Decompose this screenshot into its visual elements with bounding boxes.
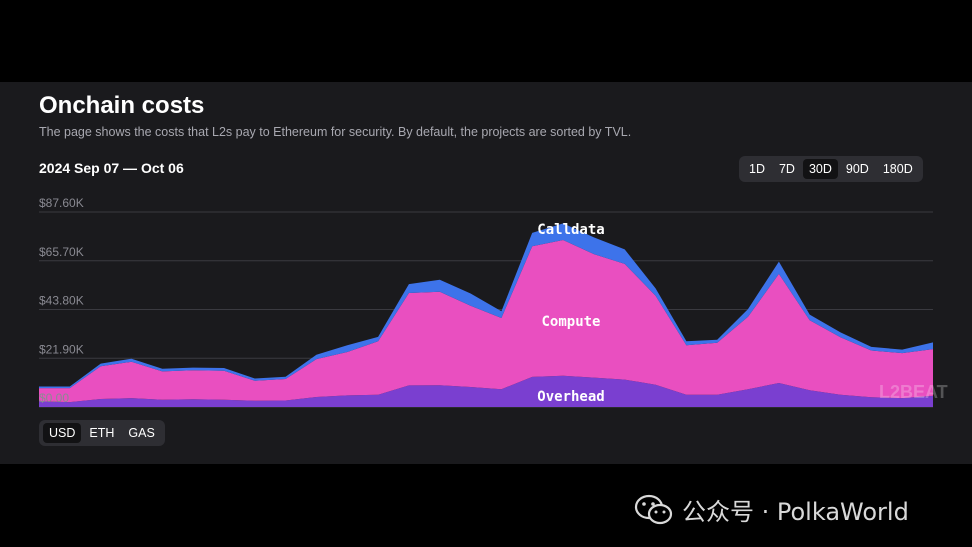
range-button-90d[interactable]: 90D bbox=[845, 162, 869, 176]
date-range-label: 2024 Sep 07 — Oct 06 bbox=[39, 160, 184, 176]
y-tick-label: $0.00 bbox=[39, 391, 69, 405]
y-tick-label: $65.70K bbox=[39, 245, 84, 259]
footer-brand: 公众号 · PolkaWorld bbox=[634, 492, 909, 527]
page-title: Onchain costs bbox=[39, 92, 205, 119]
chart-area-labels: Calldata Compute Overhead bbox=[537, 222, 604, 405]
y-tick-label: $43.80K bbox=[39, 294, 84, 308]
range-button-7d[interactable]: 7D bbox=[778, 162, 795, 176]
unit-button-usd[interactable]: USD bbox=[43, 423, 82, 443]
area-series-overhead bbox=[39, 375, 933, 407]
chart-areas bbox=[39, 223, 933, 407]
page-subtitle: The page shows the costs that L2s pay to… bbox=[39, 125, 632, 139]
range-button-1d[interactable]: 1D bbox=[749, 162, 765, 176]
footer-brand-text: 公众号 · PolkaWorld bbox=[682, 498, 909, 526]
y-tick-label: $87.60K bbox=[39, 196, 84, 210]
chart-y-ticks: $87.60K $65.70K $43.80K $21.90K $0.00 bbox=[39, 196, 84, 405]
onchain-costs-chart: $87.60K $65.70K $43.80K $21.90K $0.00 Callda… bbox=[39, 196, 948, 408]
l2beat-watermark: L2BEAT bbox=[879, 382, 948, 402]
onchain-costs-panel: Onchain costs The page shows the costs t… bbox=[0, 82, 972, 464]
time-range-selector: 1D 7D 30D 90D 180D bbox=[739, 156, 923, 182]
wechat-icon bbox=[634, 494, 673, 524]
unit-button-gas[interactable]: GAS bbox=[128, 426, 155, 440]
area-label-compute: Compute bbox=[541, 314, 600, 330]
range-button-180d[interactable]: 180D bbox=[882, 162, 913, 176]
area-series-calldata bbox=[39, 223, 933, 389]
range-button-30d[interactable]: 30D bbox=[802, 159, 838, 179]
area-series-compute bbox=[39, 240, 933, 403]
area-label-overhead: Overhead bbox=[537, 389, 604, 405]
area-label-calldata: Calldata bbox=[537, 222, 604, 238]
unit-selector: USD ETH GAS bbox=[39, 420, 165, 446]
unit-button-eth[interactable]: ETH bbox=[89, 426, 115, 440]
y-tick-label: $21.90K bbox=[39, 342, 84, 356]
